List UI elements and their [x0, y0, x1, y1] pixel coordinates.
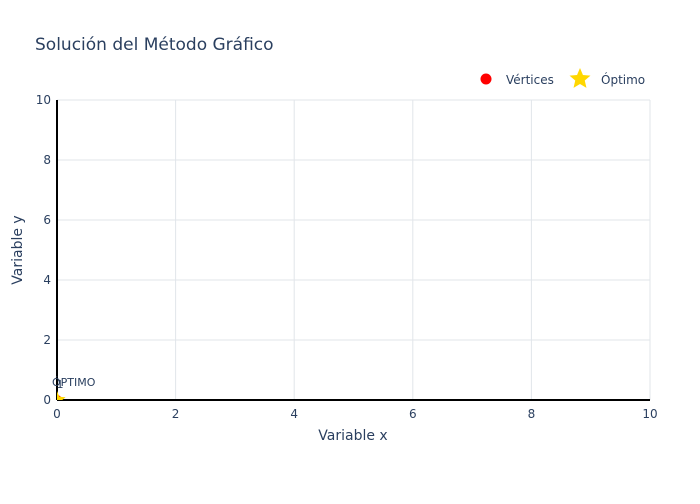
y-tick-label: 8 [43, 153, 51, 167]
legend-optimum-star-icon [569, 68, 591, 88]
x-tick-label: 8 [528, 407, 536, 421]
legend: Vértices Óptimo [480, 68, 645, 88]
y-tick-label: 4 [43, 273, 51, 287]
grid-layer [57, 99, 651, 400]
y-tick-label: 0 [43, 393, 51, 407]
y-tick-label: 2 [43, 333, 51, 347]
vertex-label: 1 [57, 378, 64, 391]
x-tick-label: 10 [642, 407, 657, 421]
tick-layer: 0 2 4 6 8 10 0 2 4 6 8 10 [36, 93, 658, 421]
y-axis-title: Variable y [10, 215, 26, 284]
legend-label: Vértices [506, 73, 554, 87]
x-tick-label: 6 [409, 407, 417, 421]
x-tick-label: 0 [53, 407, 61, 421]
x-tick-label: 4 [290, 407, 298, 421]
y-tick-label: 10 [36, 93, 51, 107]
axis-layer [56, 100, 650, 401]
optimum-star-point [57, 391, 66, 400]
legend-label: Óptimo [601, 72, 645, 87]
legend-vertex-circle-icon [480, 73, 492, 85]
chart-title: Solución del Método Gráfico [35, 35, 274, 55]
optimum-label: ÓPTIMO [52, 376, 96, 389]
x-axis-title: Variable x [318, 428, 387, 444]
y-tick-label: 6 [43, 213, 51, 227]
marker-layer [57, 391, 66, 400]
x-tick-label: 2 [172, 407, 180, 421]
